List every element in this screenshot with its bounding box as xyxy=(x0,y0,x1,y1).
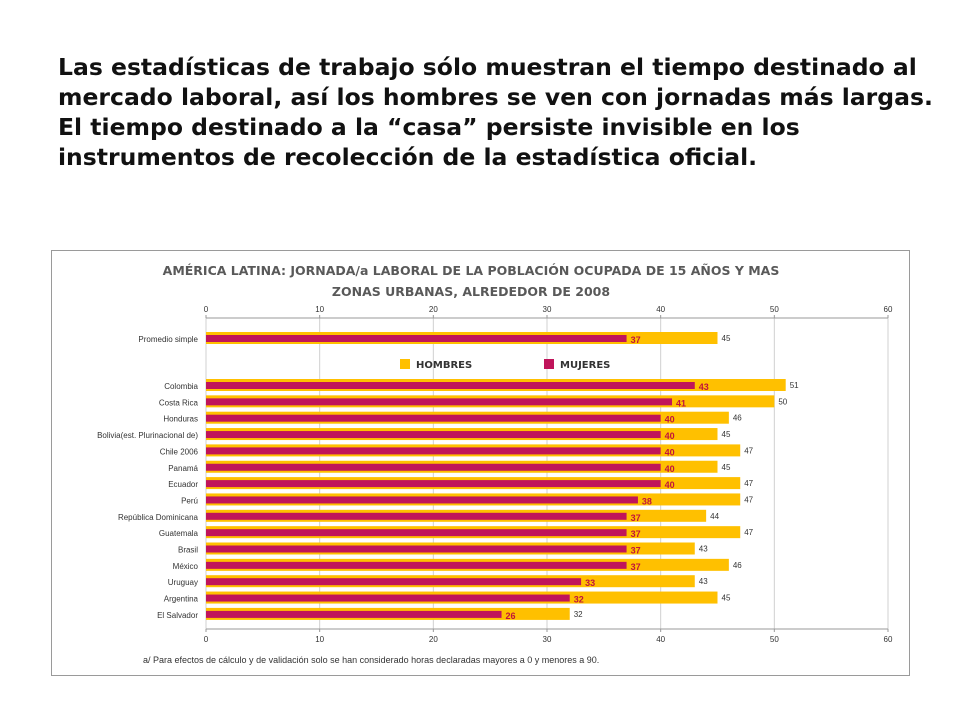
category-label: Brasil xyxy=(178,546,198,555)
value-label-hombres: 45 xyxy=(722,334,731,343)
value-label-hombres: 44 xyxy=(710,512,719,521)
value-label-hombres: 45 xyxy=(722,594,731,603)
bar-mujeres xyxy=(206,447,661,455)
category-labels: Promedio simple Colombia Costa Rica Hondura… xyxy=(97,335,198,620)
value-label-mujeres: 37 xyxy=(631,529,641,539)
value-label-mujeres: 33 xyxy=(585,578,595,588)
chart-title-line-2: ZONAS URBANAS, ALREDEDOR DE 2008 xyxy=(332,284,610,299)
x-tick-label: 30 xyxy=(543,635,552,644)
x-tick-label: 60 xyxy=(884,305,893,314)
x-tick-label: 40 xyxy=(656,635,665,644)
legend-swatch-hombres xyxy=(400,359,410,369)
x-tick-label: 10 xyxy=(315,635,324,644)
value-label-mujeres: 37 xyxy=(631,335,641,345)
category-label: Argentina xyxy=(164,595,199,604)
bar-mujeres xyxy=(206,414,661,422)
category-label: Panamá xyxy=(168,464,198,473)
chart-frame: AMÉRICA LATINA: JORNADA/a LABORAL DE LA … xyxy=(51,250,910,676)
chart-title-line-1: AMÉRICA LATINA: JORNADA/a LABORAL DE LA … xyxy=(163,263,780,278)
category-label: Perú xyxy=(181,496,198,505)
bar-chart: AMÉRICA LATINA: JORNADA/a LABORAL DE LA … xyxy=(97,263,893,665)
value-label-mujeres: 32 xyxy=(574,595,584,605)
bar-mujeres xyxy=(206,561,627,569)
value-label-hombres: 32 xyxy=(574,610,583,619)
bar-mujeres xyxy=(206,431,661,439)
headline: Las estadísticas de trabajo sólo muestra… xyxy=(58,52,938,172)
value-label-hombres: 45 xyxy=(722,430,731,439)
value-label-hombres: 45 xyxy=(722,463,731,472)
x-tick-label: 50 xyxy=(770,305,779,314)
value-label-mujeres: 40 xyxy=(665,415,675,425)
x-tick-label: 10 xyxy=(315,305,324,314)
value-label-mujeres: 40 xyxy=(665,464,675,474)
value-label-hombres: 43 xyxy=(699,577,708,586)
headline-paragraph-2: El tiempo destinado a la “casa” persiste… xyxy=(58,113,800,171)
bar-mujeres xyxy=(206,463,661,471)
category-label: Colombia xyxy=(164,382,198,391)
value-label-mujeres: 37 xyxy=(631,546,641,556)
category-label: República Dominicana xyxy=(118,513,199,522)
value-label-mujeres: 41 xyxy=(676,398,686,408)
value-label-hombres: 51 xyxy=(790,381,799,390)
value-label-mujeres: 26 xyxy=(506,611,516,621)
value-label-mujeres: 40 xyxy=(665,431,675,441)
value-label-hombres: 47 xyxy=(744,446,753,455)
x-axis-bottom: 0 10 20 30 40 50 60 xyxy=(204,628,893,644)
category-label: Ecuador xyxy=(168,480,198,489)
bar-mujeres xyxy=(206,594,570,602)
bar-mujeres xyxy=(206,398,673,406)
bars: 45 37 51 43 50 41 46 40 45 40 47 40 45 40 47 40 47 38 44 37… xyxy=(206,332,799,621)
x-tick-label: 20 xyxy=(429,305,438,314)
x-tick-label: 30 xyxy=(543,305,552,314)
value-label-hombres: 47 xyxy=(744,479,753,488)
x-tick-label: 50 xyxy=(770,635,779,644)
bar-mujeres xyxy=(206,335,627,342)
value-label-mujeres: 40 xyxy=(665,480,675,490)
value-label-hombres: 43 xyxy=(699,545,708,554)
bar-mujeres xyxy=(206,610,502,618)
x-tick-label: 60 xyxy=(884,635,893,644)
grid-lines xyxy=(205,318,889,629)
bar-mujeres xyxy=(206,480,661,488)
category-label: Bolivia(est. Plurinacional de) xyxy=(97,431,198,440)
category-label: Uruguay xyxy=(168,578,198,587)
category-label: Chile 2006 xyxy=(160,447,199,456)
x-axis-top: 0 10 20 30 40 50 60 xyxy=(204,305,893,319)
category-label: Guatemala xyxy=(159,529,199,538)
value-label-mujeres: 38 xyxy=(642,496,652,506)
value-label-mujeres: 37 xyxy=(631,513,641,523)
value-label-hombres: 46 xyxy=(733,414,742,423)
legend-swatch-mujeres xyxy=(544,359,554,369)
value-label-hombres: 47 xyxy=(744,528,753,537)
x-tick-label: 0 xyxy=(204,305,209,314)
x-tick-label: 40 xyxy=(656,305,665,314)
value-label-mujeres: 37 xyxy=(631,562,641,572)
bar-mujeres xyxy=(206,545,627,553)
category-label: Promedio simple xyxy=(138,335,198,344)
legend: HOMBRES MUJERES xyxy=(400,359,610,371)
value-label-hombres: 50 xyxy=(778,397,787,406)
value-label-mujeres: 40 xyxy=(665,447,675,457)
headline-paragraph-1: Las estadísticas de trabajo sólo muestra… xyxy=(58,53,933,111)
category-label: Costa Rica xyxy=(159,398,199,407)
bar-mujeres xyxy=(206,529,627,537)
value-label-hombres: 47 xyxy=(744,495,753,504)
category-label: México xyxy=(173,562,199,571)
bar-mujeres xyxy=(206,512,627,520)
value-label-hombres: 46 xyxy=(733,561,742,570)
legend-label-hombres: HOMBRES xyxy=(416,360,472,371)
bar-mujeres xyxy=(206,578,582,586)
category-label: El Salvador xyxy=(157,611,198,620)
legend-label-mujeres: MUJERES xyxy=(560,360,610,371)
bar-mujeres xyxy=(206,382,695,389)
bar-mujeres xyxy=(206,496,638,504)
chart-footnote: a/ Para efectos de cálculo y de validaci… xyxy=(143,655,599,665)
value-label-mujeres: 43 xyxy=(699,382,709,392)
x-tick-label: 0 xyxy=(204,635,209,644)
category-label: Honduras xyxy=(163,415,198,424)
x-tick-label: 20 xyxy=(429,635,438,644)
